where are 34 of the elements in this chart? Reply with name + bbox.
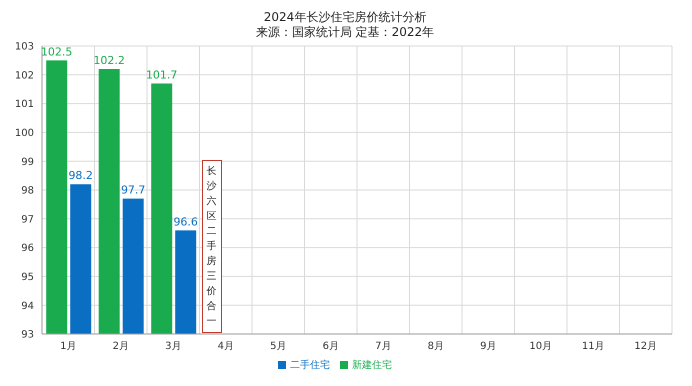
y-tick-label: 96 bbox=[21, 243, 34, 254]
x-tick-label: 10月 bbox=[529, 341, 552, 352]
y-tick-label: 94 bbox=[21, 300, 34, 312]
y-tick-label: 101 bbox=[14, 99, 34, 110]
x-tick-label: 6月 bbox=[322, 341, 339, 352]
y-tick-label: 98 bbox=[21, 186, 34, 197]
data-label: 102.2 bbox=[93, 54, 125, 68]
data-label: 101.7 bbox=[146, 68, 178, 82]
y-tick-label: 93 bbox=[21, 330, 34, 341]
text: 长沙六区二手房三价合一 bbox=[206, 166, 216, 327]
chart-subtitle: 来源：国家统计局 定基：2022年 bbox=[254, 25, 436, 40]
x-tick-label: 7月 bbox=[375, 341, 392, 352]
data-label: 98.2 bbox=[68, 169, 93, 182]
y-tick-label: 99 bbox=[21, 156, 34, 168]
x-tick-label: 4月 bbox=[218, 341, 234, 352]
x-tick-label: 11月 bbox=[582, 341, 605, 352]
data-label: 96.6 bbox=[173, 215, 198, 228]
data-label: 97.7 bbox=[120, 184, 146, 197]
legend-label: 新建住宅 bbox=[352, 360, 392, 371]
x-tick-label: 2月 bbox=[112, 341, 129, 352]
data-label: 102.5 bbox=[40, 45, 72, 58]
x-tick-label: 3月 bbox=[165, 341, 182, 352]
y-tick-label: 102 bbox=[14, 70, 34, 82]
x-tick-label: 5月 bbox=[270, 341, 286, 352]
x-tick-label: 9月 bbox=[480, 341, 496, 352]
y-tick-label: 97 bbox=[21, 214, 34, 226]
y-tick-label: 100 bbox=[14, 128, 34, 139]
x-tick-label: 12月 bbox=[634, 341, 658, 352]
x-tick-label: 1月 bbox=[60, 341, 76, 352]
x-tick-label: 8月 bbox=[428, 341, 444, 352]
legend-label: 二手住宅 bbox=[290, 360, 330, 371]
chart-title: 2024年长沙住宅房价统计分析 bbox=[262, 10, 428, 25]
y-tick-label: 95 bbox=[21, 272, 34, 283]
y-tick-label: 103 bbox=[14, 42, 34, 53]
